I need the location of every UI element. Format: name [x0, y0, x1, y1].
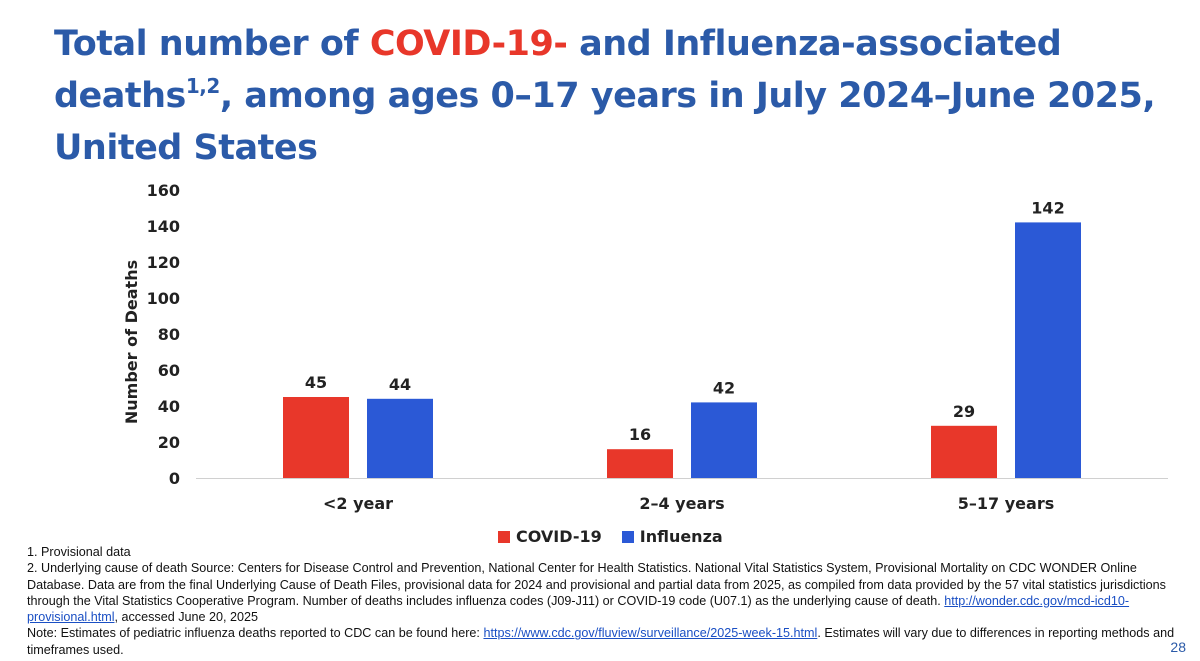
y-tick-label: 140 — [147, 217, 180, 236]
data-label: 142 — [1031, 198, 1064, 217]
x-category-label: <2 year — [323, 494, 393, 513]
slide-title: Total number of COVID-19- and Influenza-… — [54, 18, 1174, 174]
x-category-label: 2–4 years — [639, 494, 724, 513]
bar-covid-19 — [931, 425, 997, 478]
y-tick-label: 120 — [147, 253, 180, 272]
y-tick-label: 40 — [158, 397, 180, 416]
bar-chart: 0 20 40 60 80 100 120 140 160 Number of Deaths 45 4… — [122, 181, 1168, 513]
legend-swatch-covid — [498, 530, 510, 543]
legend-item-influenza: Influenza — [621, 527, 723, 546]
footnote-2-suffix: , accessed June 20, 2025 — [114, 610, 259, 625]
y-tick-label: 100 — [147, 289, 180, 308]
footnote-2: 2. Underlying cause of death Source: Cen… — [27, 560, 1177, 625]
footnote-1: 1. Provisional data — [27, 545, 131, 559]
title-part2: and Influenza-associated deaths — [54, 24, 1062, 116]
y-tick-label: 60 — [158, 361, 180, 380]
y-tick-label: 160 — [147, 181, 180, 200]
y-tick-label: 0 — [169, 469, 180, 488]
title-superscript: 1,2 — [185, 74, 220, 98]
data-label: 29 — [953, 402, 975, 421]
legend-label-influenza: Influenza — [639, 527, 723, 546]
title-part1: Total number of — [54, 24, 370, 64]
fluview-link[interactable]: https://www.cdc.gov/fluview/surveillance… — [483, 626, 818, 641]
data-label: 42 — [713, 378, 735, 397]
footnotes: 1. Provisional data 2. Underlying cause … — [27, 544, 1177, 658]
data-label: 16 — [629, 425, 651, 444]
data-label: 44 — [389, 375, 411, 394]
bar-covid-19 — [607, 449, 673, 478]
bar-influenza — [691, 402, 757, 478]
y-tick-label: 80 — [158, 325, 180, 344]
bar-influenza — [367, 398, 433, 478]
title-part3: , among ages 0–17 years in July 2024–Jun… — [54, 76, 1156, 168]
x-category-label: 5–17 years — [958, 494, 1054, 513]
y-tick-label: 20 — [158, 433, 180, 452]
bar-covid-19 — [283, 397, 349, 478]
data-label: 45 — [305, 373, 327, 392]
legend-swatch-influenza — [621, 530, 634, 543]
footnote-note: Note: Estimates of pediatric influenza d… — [27, 625, 1177, 658]
title-covid: COVID-19- — [369, 24, 568, 64]
bar-influenza — [1015, 222, 1081, 478]
chart-legend: COVID-19 Influenza — [498, 527, 723, 546]
footnote-note-suffix: . Estimates will vary due to differences… — [27, 626, 1175, 657]
footnote-note-text: Note: Estimates of pediatric influenza d… — [27, 626, 484, 641]
legend-label-covid: COVID-19 — [516, 527, 602, 546]
y-axis-label: Number of Deaths — [122, 260, 141, 424]
wonder-link[interactable]: http://wonder.cdc.gov/mcd-icd10-provisio… — [27, 593, 1130, 625]
page-number: 28 — [1170, 639, 1186, 655]
legend-item-covid: COVID-19 — [498, 527, 602, 546]
footnote-2-text: 2. Underlying cause of death Source: Cen… — [27, 561, 1166, 608]
